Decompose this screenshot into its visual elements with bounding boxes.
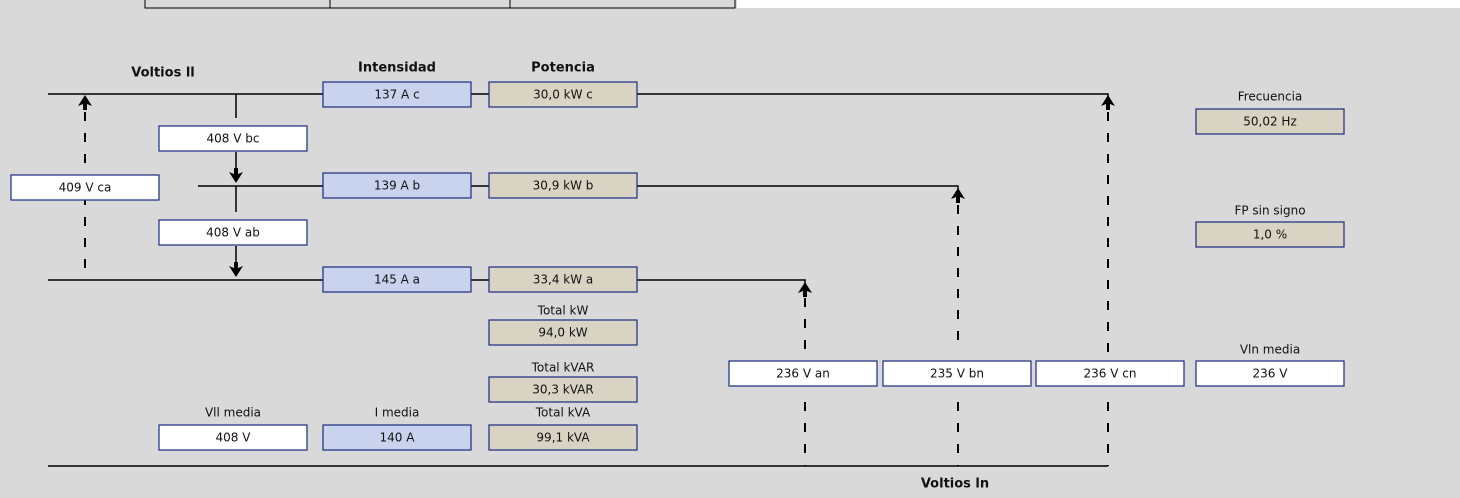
value-text: 30,3 kVAR (532, 383, 593, 397)
arrow-down (229, 262, 243, 277)
value-text: 235 V bn (930, 367, 984, 381)
value-text: 139 A b (374, 179, 420, 193)
value-box (488, 266, 638, 293)
arrow-up (951, 188, 965, 203)
label: Total kW (537, 304, 589, 318)
value-box (488, 424, 638, 451)
top-strip (737, 0, 1460, 8)
label: Vln media (1240, 343, 1300, 357)
label: I media (375, 406, 420, 420)
value-text: 50,02 Hz (1243, 115, 1297, 129)
value-box (322, 172, 472, 199)
value-text: 408 V bc (207, 132, 260, 146)
value-text: 409 V ca (59, 181, 112, 195)
value-box (322, 266, 472, 293)
label: Frecuencia (1238, 90, 1303, 104)
label: Total kVAR (531, 361, 595, 375)
label: FP sin signo (1234, 204, 1305, 218)
value-text: 33,4 kW a (533, 273, 594, 287)
value-box (1035, 360, 1185, 387)
value-text: 94,0 kW (538, 326, 587, 340)
value-text: 30,9 kW b (533, 179, 594, 193)
header: Potencia (531, 61, 595, 76)
label: Vll media (205, 406, 261, 420)
value-box (322, 424, 472, 451)
value-text: 408 V ab (206, 226, 260, 240)
value-box (1195, 108, 1345, 135)
value-text: 408 V (216, 431, 252, 445)
value-box (882, 360, 1032, 387)
top-bar (144, 0, 736, 9)
value-text: 236 V an (776, 367, 830, 381)
value-text: 145 A a (374, 273, 420, 287)
value-box (158, 219, 308, 246)
value-box (488, 376, 638, 403)
value-text: 137 A c (374, 88, 419, 102)
arrow-up (798, 282, 812, 297)
value-box (158, 424, 308, 451)
value-text: 236 V cn (1084, 367, 1137, 381)
value-box (1195, 221, 1345, 248)
header: Voltios ln (921, 477, 989, 492)
arrows (78, 95, 1115, 297)
header: Voltios ll (131, 66, 195, 81)
value-box (488, 81, 638, 108)
value-box (488, 172, 638, 199)
value-text: 99,1 kVA (536, 431, 590, 445)
value-text: 236 V (1253, 367, 1289, 381)
arrow-up (78, 95, 92, 110)
value-text: 30,0 kW c (533, 88, 593, 102)
arrow-up (1101, 95, 1115, 110)
header: Intensidad (358, 61, 436, 76)
value-box (488, 319, 638, 346)
value-text: 1,0 % (1253, 228, 1287, 242)
value-box (322, 81, 472, 108)
label: Total kVA (535, 406, 591, 420)
value-box (1195, 360, 1345, 387)
value-box (728, 360, 878, 387)
arrow-down (229, 168, 243, 183)
value-box (158, 125, 308, 152)
value-box (10, 174, 160, 201)
value-text: 140 A (380, 431, 416, 445)
